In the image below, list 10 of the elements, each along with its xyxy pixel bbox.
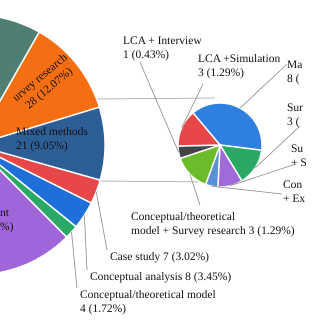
slice-label: Conceptual/theoretical model + Survey research 3 (1.29%) [131, 211, 295, 237]
slice-label: Mixed methods 21 (9.05%) [16, 126, 88, 152]
slice-label: Sur 3 ( [287, 102, 304, 128]
slice-label: Ma 8 ( [287, 59, 302, 85]
slice-label: Con + Ex [283, 179, 306, 205]
slice-label: Conceptual analysis 8 (3.45%) [90, 271, 232, 283]
slice-label: nt %) [0, 207, 14, 233]
slice-label: Conceptual/theoretical model 4 (1.72%) [80, 289, 216, 315]
slice-label: Su + S [291, 143, 307, 169]
slice-label: Case study 7 (3.02%) [110, 251, 210, 263]
